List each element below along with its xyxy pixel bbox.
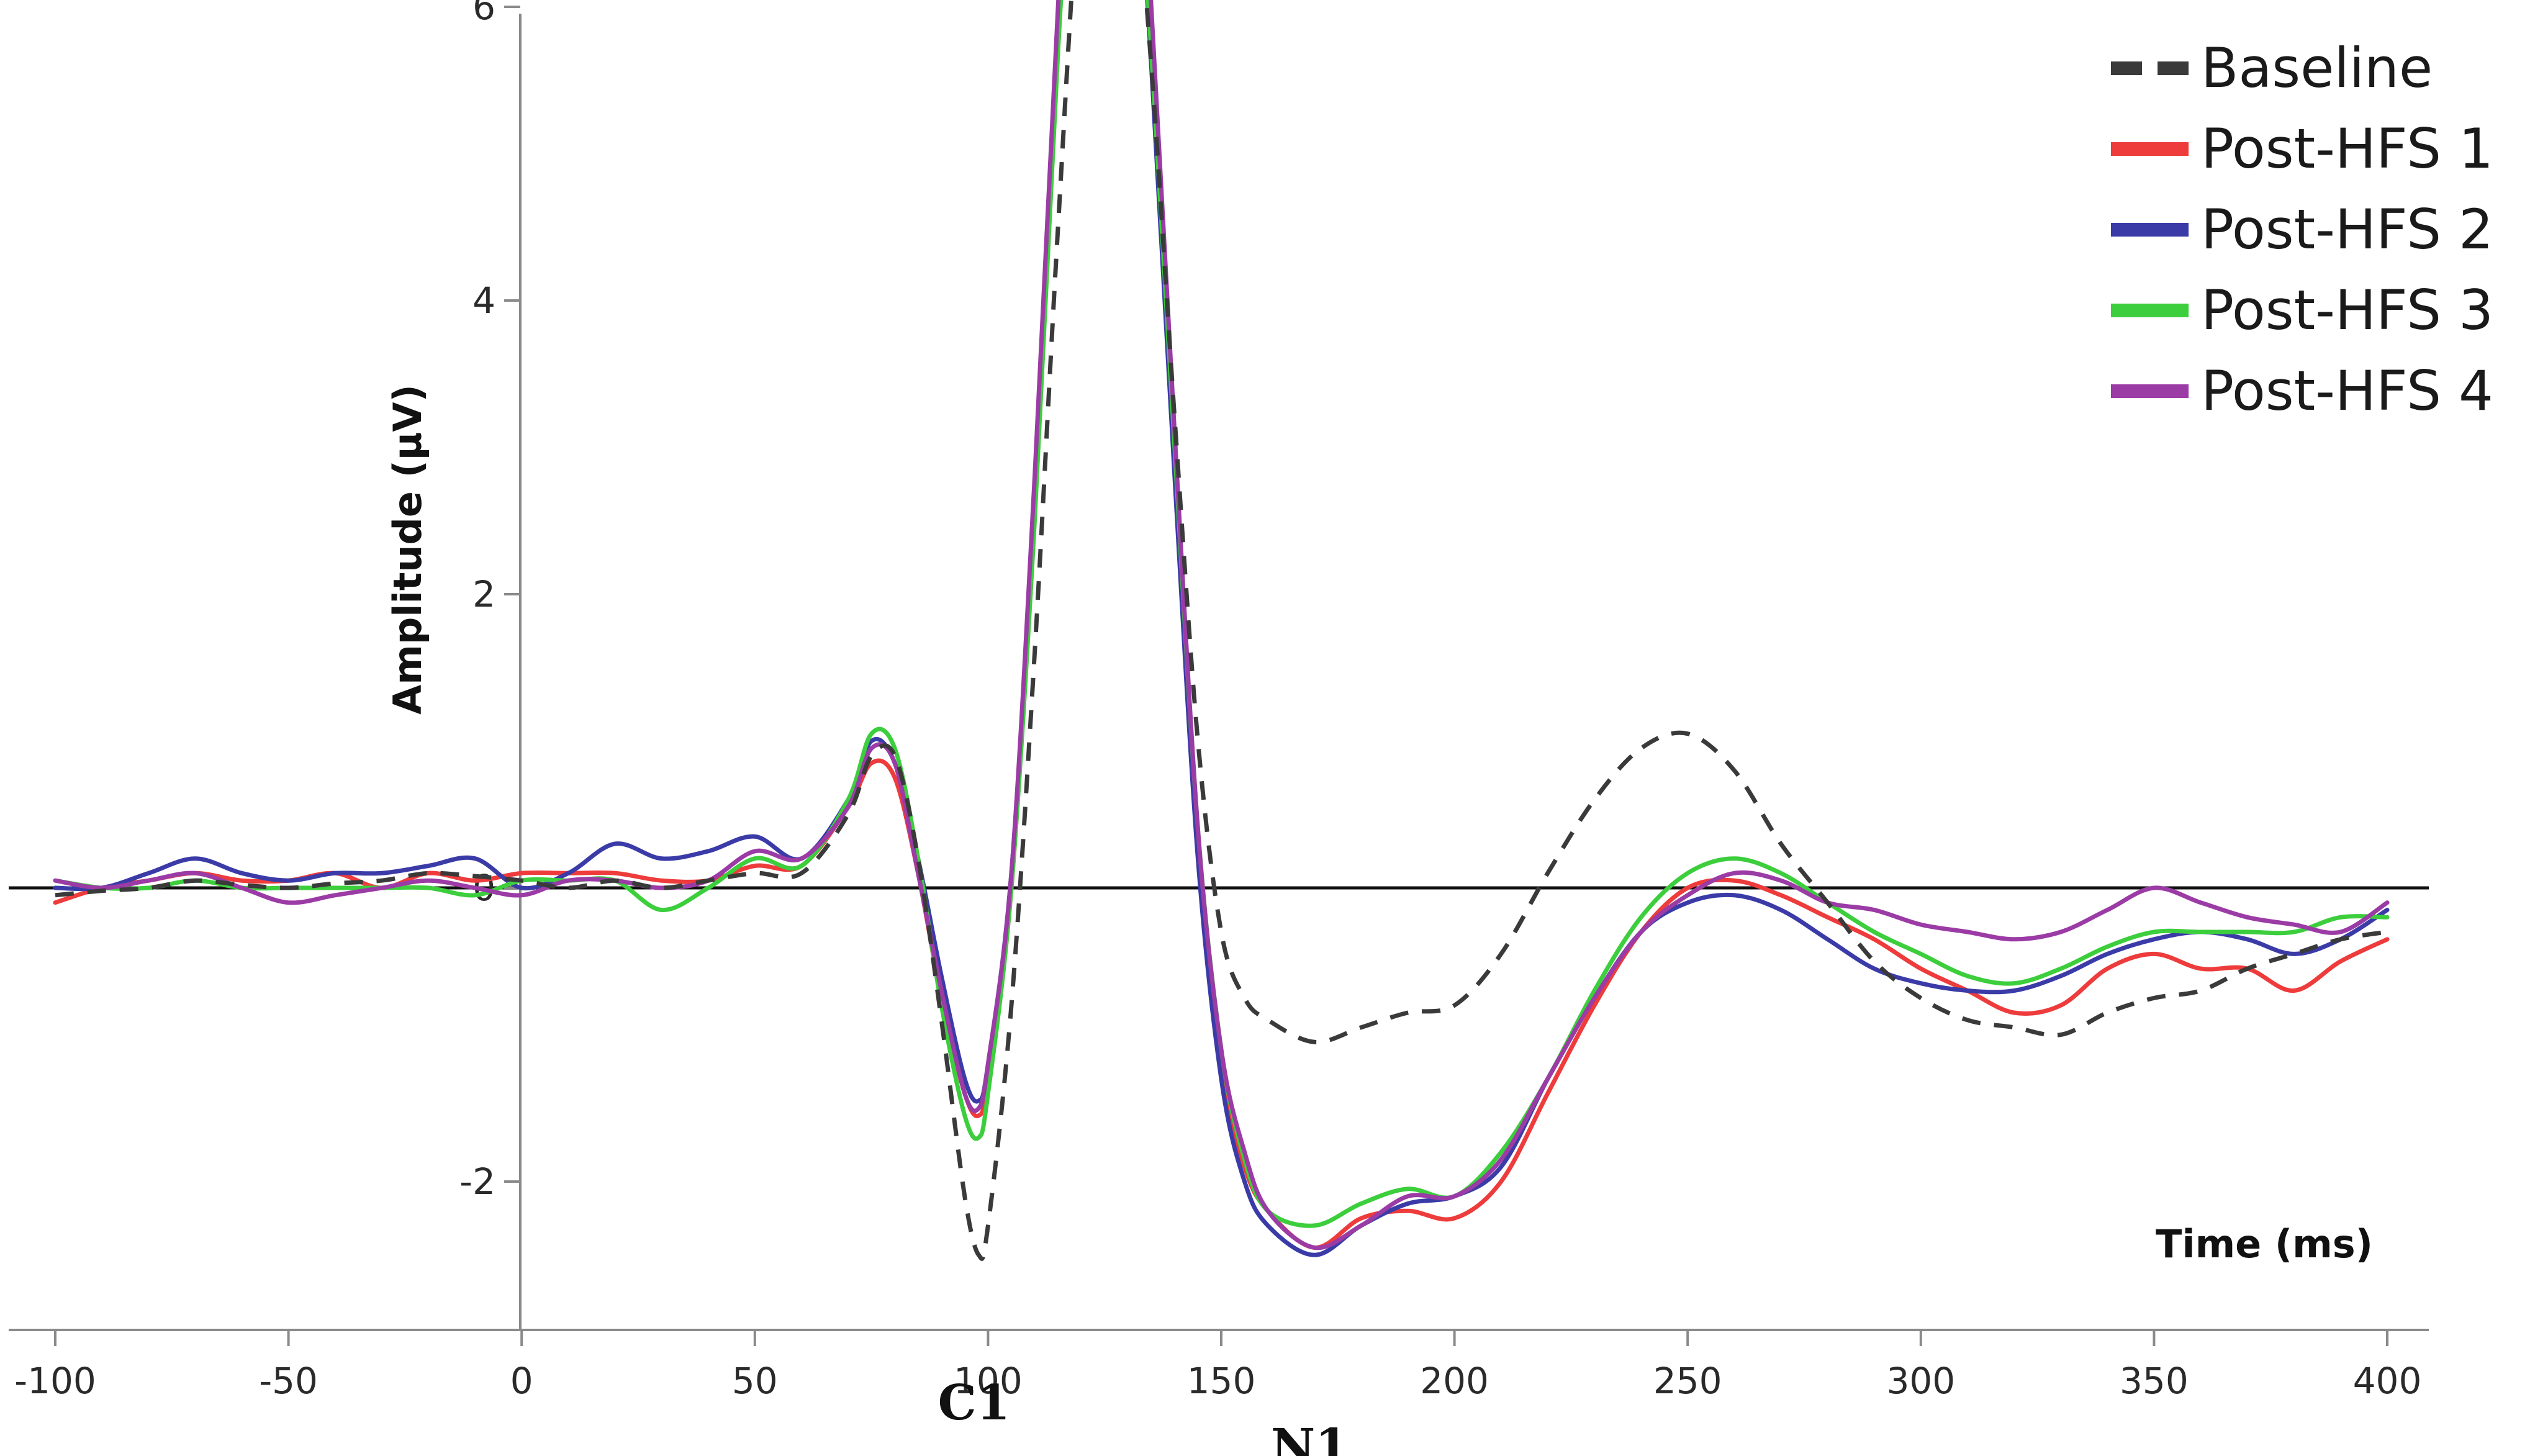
x-tick-label: 100 (954, 1360, 1023, 1402)
x-tick-label: 150 (1187, 1360, 1256, 1402)
y-tick-label: 6 (472, 0, 495, 28)
annotation-n1: N1 (1271, 1419, 1349, 1456)
x-tick-label: 350 (2120, 1360, 2189, 1402)
axes: -100-50050100150200250300350400-4-202468… (9, 0, 2429, 1456)
legend-label-post-hfs-3: Post-HFS 3 (2201, 278, 2493, 342)
series-line-post-hfs-4 (53, 0, 2390, 1250)
series-line-post-hfs-3 (53, 0, 2390, 1228)
y-tick-label: 4 (472, 279, 495, 322)
legend-label-baseline: Baseline (2201, 36, 2433, 100)
x-tick-label: 400 (2353, 1360, 2422, 1402)
legend: Baseline Post-HFS 1 Post-HFS 2 Post-HFS 3 Po… (2111, 36, 2493, 423)
x-tick-label: 300 (1886, 1360, 1955, 1402)
x-axis-label: Time (ms) (2156, 1221, 2373, 1267)
annotation-c1: C1 (938, 1375, 1010, 1431)
legend-label-post-hfs-4: Post-HFS 4 (2201, 359, 2493, 423)
y-tick-label: -2 (459, 1160, 495, 1203)
x-tick-label: 50 (732, 1360, 778, 1402)
x-tick-label: -50 (259, 1360, 318, 1402)
y-tick-label: -4 (459, 1454, 495, 1456)
series-lines (53, 0, 2390, 1261)
x-tick-label: 0 (510, 1360, 533, 1402)
series-line-post-hfs-2 (53, 0, 2390, 1257)
x-tick-label: -100 (14, 1360, 96, 1402)
peak-annotations: P1C1N1 (938, 1375, 1349, 1456)
series-line-post-hfs-1 (53, 0, 2390, 1250)
series-line-baseline (55, 0, 2388, 1261)
y-axis-label: Amplitude (µV) (385, 384, 430, 715)
legend-label-post-hfs-1: Post-HFS 1 (2201, 117, 2493, 181)
legend-label-post-hfs-2: Post-HFS 2 (2201, 197, 2493, 261)
y-tick-label: 2 (472, 573, 495, 615)
x-tick-label: 200 (1420, 1360, 1489, 1402)
x-tick-label: 250 (1653, 1360, 1722, 1402)
